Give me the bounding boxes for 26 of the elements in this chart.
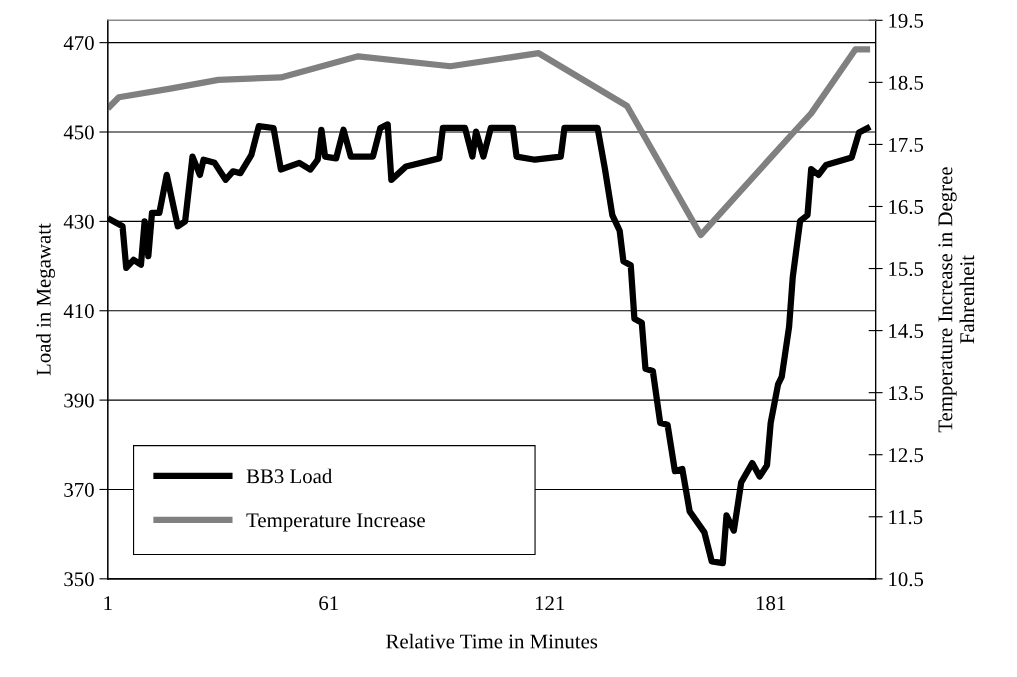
legend-label: BB3 Load xyxy=(246,468,333,484)
y2-tick-label: 18.5 xyxy=(889,75,924,90)
y2-tick-label: 16.5 xyxy=(889,199,924,215)
y2-tick-label: 19.5 xyxy=(889,13,924,28)
y2-tick-label: 10.5 xyxy=(889,572,924,587)
y-axis-title: Load in Megawatt xyxy=(36,223,56,376)
y-tick-label: 450 xyxy=(63,125,94,140)
y2-tick-label: 15.5 xyxy=(889,262,924,277)
y2-axis-title: Temperature Increase in Degree Fahrenheit xyxy=(938,167,975,433)
y2-tick-label: 13.5 xyxy=(889,386,924,401)
y2-tick-label: 11.5 xyxy=(889,510,923,525)
y-tick-label: 370 xyxy=(64,482,94,497)
y2-tick-label: 17.5 xyxy=(889,137,924,152)
y2-tick-label: 14.5 xyxy=(889,324,924,339)
y-tick-label: 430 xyxy=(63,214,94,229)
y-tick-label: 410 xyxy=(63,304,94,319)
y-tick-label: 470 xyxy=(63,36,94,51)
y2-tick-label: 12.5 xyxy=(889,448,924,463)
y-tick-label: 350 xyxy=(64,572,94,587)
x-tick-label: 181 xyxy=(756,596,786,611)
x-tick-label: 61 xyxy=(319,596,338,611)
legend-label: Temperature Increase xyxy=(246,513,425,532)
x-tick-label: 121 xyxy=(535,596,565,610)
x-axis-title: Relative Time in Minutes xyxy=(386,633,598,649)
x-tick-label: 1 xyxy=(104,596,112,610)
y-tick-label: 390 xyxy=(64,393,94,408)
